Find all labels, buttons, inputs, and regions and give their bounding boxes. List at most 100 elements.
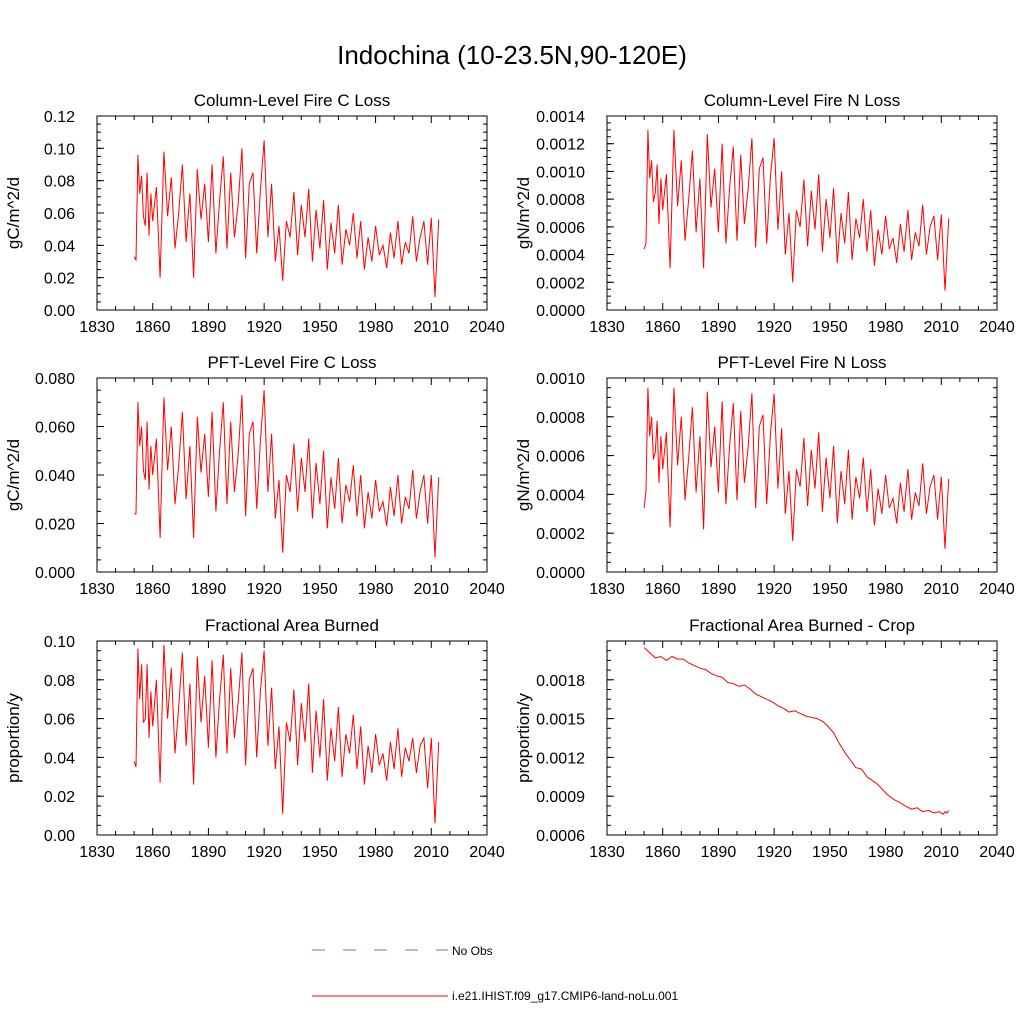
x-tick-label: 1920: [756, 319, 792, 336]
y-axis-label: gC/m^2/d: [4, 439, 23, 511]
series-line-1: [133, 644, 440, 824]
y-tick-label: 0.10: [44, 634, 75, 651]
y-tick-label: 0.02: [44, 271, 75, 288]
plot-frame: [606, 640, 998, 836]
y-tick-label: 0.00: [44, 828, 75, 845]
x-tick-label: 1950: [812, 581, 848, 598]
x-tick-label: 1860: [645, 844, 681, 861]
x-tick-label: 2010: [413, 581, 449, 598]
y-tick-label: 0.10: [44, 141, 75, 158]
x-tick-label: 2010: [413, 844, 449, 861]
x-tick-label: 1920: [246, 581, 282, 598]
x-tick-label: 1920: [246, 844, 282, 861]
panel-6: Fractional Area Burned - Crop proportion/…: [514, 616, 1015, 861]
x-tick-label: 1920: [756, 581, 792, 598]
y-tick-label: 0.04: [44, 750, 75, 767]
x-tick-label: 2040: [469, 844, 505, 861]
panel-3: PFT-Level Fire C Loss gC/m^2/d 1830 1860 189…: [4, 353, 505, 598]
y-tick-label: 0.0015: [536, 712, 585, 729]
panel-title: PFT-Level Fire N Loss: [717, 353, 886, 372]
y-tick-label: 0.02: [44, 789, 75, 806]
x-tick-label: 2040: [979, 844, 1015, 861]
x-tick-label: 1980: [868, 319, 904, 336]
y-tick-label: 0.06: [44, 712, 75, 729]
panel-5: Fractional Area Burned proportion/y 1830 18…: [4, 616, 505, 861]
x-tick-label: 1890: [191, 844, 227, 861]
y-tick-label: 0.0012: [536, 137, 585, 154]
x-tick-label: 2010: [923, 319, 959, 336]
x-tick-label: 2040: [469, 319, 505, 336]
x-tick-label: 1890: [191, 319, 227, 336]
x-tick-label: 1860: [135, 844, 171, 861]
legend-label-model: i.e21.IHIST.f09_g17.CMIP6-land-noLu.001: [452, 989, 678, 1003]
series-line-1: [134, 390, 440, 558]
panels-group: Column-Level Fire C Loss gC/m^2/d 1830 1860…: [4, 91, 1015, 861]
y-tick-label: 0.0018: [536, 673, 585, 690]
plot-frame: [606, 377, 998, 573]
x-tick-label: 1830: [589, 319, 625, 336]
x-tick-label: 1980: [868, 844, 904, 861]
series-line-1: [133, 140, 440, 298]
panel-title: Fractional Area Burned - Crop: [689, 616, 915, 635]
x-tick-label: 1830: [79, 319, 115, 336]
x-tick-label: 2010: [923, 844, 959, 861]
figure-title: Indochina (10-23.5N,90-120E): [337, 40, 687, 70]
x-tick-label: 1980: [358, 581, 394, 598]
y-tick-label: 0.060: [35, 420, 75, 437]
x-tick-label: 2040: [979, 319, 1015, 336]
y-tick-label: 0.0000: [536, 565, 585, 582]
x-tick-label: 1950: [812, 319, 848, 336]
x-tick-label: 1950: [302, 844, 338, 861]
x-tick-label: 1980: [868, 581, 904, 598]
y-axis-label: proportion/y: [514, 693, 533, 783]
y-tick-label: 0.0014: [536, 109, 585, 126]
y-axis-label: gC/m^2/d: [4, 177, 23, 249]
x-tick-label: 1890: [701, 581, 737, 598]
x-tick-label: 2010: [413, 319, 449, 336]
x-tick-label: 1950: [812, 844, 848, 861]
y-tick-label: 0.0002: [536, 275, 585, 292]
x-tick-label: 1830: [589, 581, 625, 598]
y-tick-label: 0.0008: [536, 192, 585, 209]
y-tick-label: 0.0004: [536, 487, 585, 504]
panel-title: PFT-Level Fire C Loss: [207, 353, 376, 372]
y-tick-label: 0.08: [44, 673, 75, 690]
y-tick-label: 0.04: [44, 238, 75, 255]
y-tick-label: 0.12: [44, 109, 75, 126]
y-tick-label: 0.0010: [536, 371, 585, 388]
y-tick-label: 0.06: [44, 206, 75, 223]
y-tick-label: 0.080: [35, 371, 75, 388]
x-tick-label: 1950: [302, 581, 338, 598]
x-tick-label: 1860: [135, 319, 171, 336]
x-tick-label: 1860: [645, 581, 681, 598]
x-tick-label: 1920: [756, 844, 792, 861]
x-tick-label: 1830: [589, 844, 625, 861]
panel-4: PFT-Level Fire N Loss gN/m^2/d 1830 1860 189…: [514, 353, 1015, 598]
y-axis-label: gN/m^2/d: [514, 177, 533, 249]
x-tick-label: 1890: [701, 844, 737, 861]
legend: No Obs i.e21.IHIST.f09_g17.CMIP6-land-no…: [312, 944, 678, 1003]
y-axis-label: proportion/y: [4, 693, 23, 783]
panel-2: Column-Level Fire N Loss gN/m^2/d 1830 1860…: [514, 91, 1015, 336]
x-tick-label: 2040: [469, 581, 505, 598]
x-tick-label: 2040: [979, 581, 1015, 598]
y-tick-label: 0.0006: [536, 828, 585, 845]
x-tick-label: 1830: [79, 844, 115, 861]
x-tick-label: 1980: [358, 319, 394, 336]
y-tick-label: 0.0010: [536, 164, 585, 181]
y-tick-label: 0.0006: [536, 220, 585, 237]
y-tick-label: 0.0008: [536, 410, 585, 427]
y-tick-label: 0.040: [35, 468, 75, 485]
x-tick-label: 1830: [79, 581, 115, 598]
series-line-1: [643, 647, 950, 815]
y-tick-label: 0.0009: [536, 789, 585, 806]
y-tick-label: 0.0012: [536, 750, 585, 767]
y-tick-label: 0.0002: [536, 526, 585, 543]
panel-title: Fractional Area Burned: [205, 616, 379, 635]
y-tick-label: 0.08: [44, 174, 75, 191]
x-tick-label: 1920: [246, 319, 282, 336]
x-tick-label: 1950: [302, 319, 338, 336]
panel-title: Column-Level Fire C Loss: [194, 91, 391, 110]
plot-frame: [96, 640, 488, 836]
